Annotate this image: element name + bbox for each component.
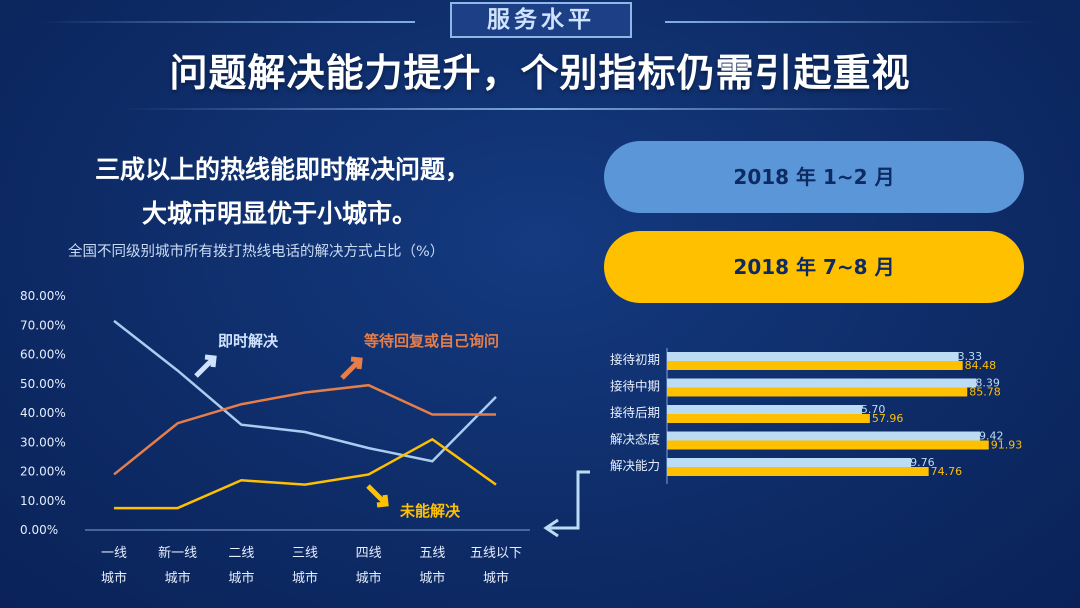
x-tick-label: 三线 xyxy=(292,546,318,561)
bar-category-label: 接待后期 xyxy=(610,405,660,420)
bar-value-label: 84.48 xyxy=(965,359,997,372)
annotation-unresolved-arrowhead-icon xyxy=(376,494,389,508)
series-line-immediate xyxy=(113,319,497,463)
header-rule-left xyxy=(40,21,415,23)
page-title: 问题解决能力提升，个别指标仍需引起重视 xyxy=(169,51,911,95)
y-tick-label: 20.00% xyxy=(20,465,66,479)
section-tag: 服务水平 xyxy=(450,2,632,38)
series-line-waiting xyxy=(113,383,496,476)
bar xyxy=(667,414,870,423)
bar xyxy=(667,387,968,397)
annotation-immediate-arrow-icon xyxy=(194,356,216,378)
y-tick-label: 30.00% xyxy=(20,435,66,449)
bar xyxy=(667,378,977,388)
y-tick-label: 40.00% xyxy=(20,406,66,420)
bar-value-label: 89.42 xyxy=(972,430,1004,443)
bar-value-label: 74.76 xyxy=(931,465,963,478)
series-line-unresolved xyxy=(114,437,497,510)
annotation-immediate-arrowhead-icon xyxy=(204,354,217,368)
x-tick-label: 四线 xyxy=(356,546,382,561)
bar-category-label: 解决态度 xyxy=(610,432,661,447)
y-tick-label: 50.00% xyxy=(20,377,66,391)
bar-value-label: 88.39 xyxy=(968,377,1000,390)
subtitle-line-2: 大城市明显优于小城市。 xyxy=(142,199,418,228)
header-rule-right xyxy=(665,21,1040,23)
annotation-immediate: 即时解决 xyxy=(218,332,279,350)
bar-value-label: 91.93 xyxy=(991,439,1023,452)
x-tick-label: 城市 xyxy=(292,570,318,586)
bar xyxy=(667,405,862,414)
x-tick-label: 五线以下 xyxy=(470,546,522,561)
x-tick-label: 二线 xyxy=(228,546,254,561)
title-underline xyxy=(120,108,960,110)
x-tick-label: 城市 xyxy=(356,570,382,586)
connector-arrow xyxy=(543,470,590,538)
bar xyxy=(667,361,963,370)
bar-category-label: 解决能力 xyxy=(610,458,660,473)
y-tick-label: 0.00% xyxy=(20,523,58,537)
bar-value-label: 55.70 xyxy=(854,403,886,416)
bracket-connector xyxy=(548,470,590,530)
y-tick-label: 10.00% xyxy=(20,494,66,508)
legend-period-2: 2018 年 7~8 月 xyxy=(604,231,1024,303)
y-tick-label: 80.00% xyxy=(20,289,66,303)
bar xyxy=(667,458,912,467)
annotation-unresolved-arrow-icon xyxy=(366,484,388,506)
annotation-waiting: 等待回复或自己询问 xyxy=(364,332,499,350)
x-tick-label: 新一线 xyxy=(158,545,197,561)
x-tick-label: 城市 xyxy=(165,570,191,586)
y-tick-label: 70.00% xyxy=(20,318,66,332)
x-tick-label: 城市 xyxy=(228,570,254,586)
legend-period-1: 2018 年 1~2 月 xyxy=(604,141,1024,213)
annotation-unresolved: 未能解决 xyxy=(399,502,461,520)
annotation-waiting-arrowhead-icon xyxy=(350,356,363,370)
x-tick-label: 五线 xyxy=(419,546,445,561)
y-tick-label: 60.00% xyxy=(20,348,66,362)
bracket-arrowhead-icon xyxy=(543,518,559,538)
bar xyxy=(667,467,929,476)
bar-value-label: 57.96 xyxy=(872,412,904,425)
bar xyxy=(667,440,989,450)
x-tick-label: 一线 xyxy=(101,546,127,561)
x-tick-label: 城市 xyxy=(419,570,445,586)
bar-category-label: 接待中期 xyxy=(610,379,660,394)
x-tick-label: 城市 xyxy=(101,570,127,586)
bar-value-label: 85.78 xyxy=(969,386,1001,399)
subtitle-line-1: 三成以上的热线能即时解决问题， xyxy=(95,155,471,184)
bar-value-label: 69.76 xyxy=(903,456,935,469)
line-chart: 0.00% 10.00% 20.00% 30.00% 40.00% 50.00% 60.00… xyxy=(20,289,530,586)
bar xyxy=(667,352,959,361)
bar-category-label: 接待初期 xyxy=(610,352,660,367)
annotation-waiting-arrow-icon xyxy=(340,358,362,380)
line-chart-title: 全国不同级别城市所有拨打热线电话的解决方式占比（%） xyxy=(68,244,445,260)
bar xyxy=(667,431,980,441)
bar-value-label: 83.33 xyxy=(951,350,983,363)
x-tick-label: 城市 xyxy=(483,570,509,586)
